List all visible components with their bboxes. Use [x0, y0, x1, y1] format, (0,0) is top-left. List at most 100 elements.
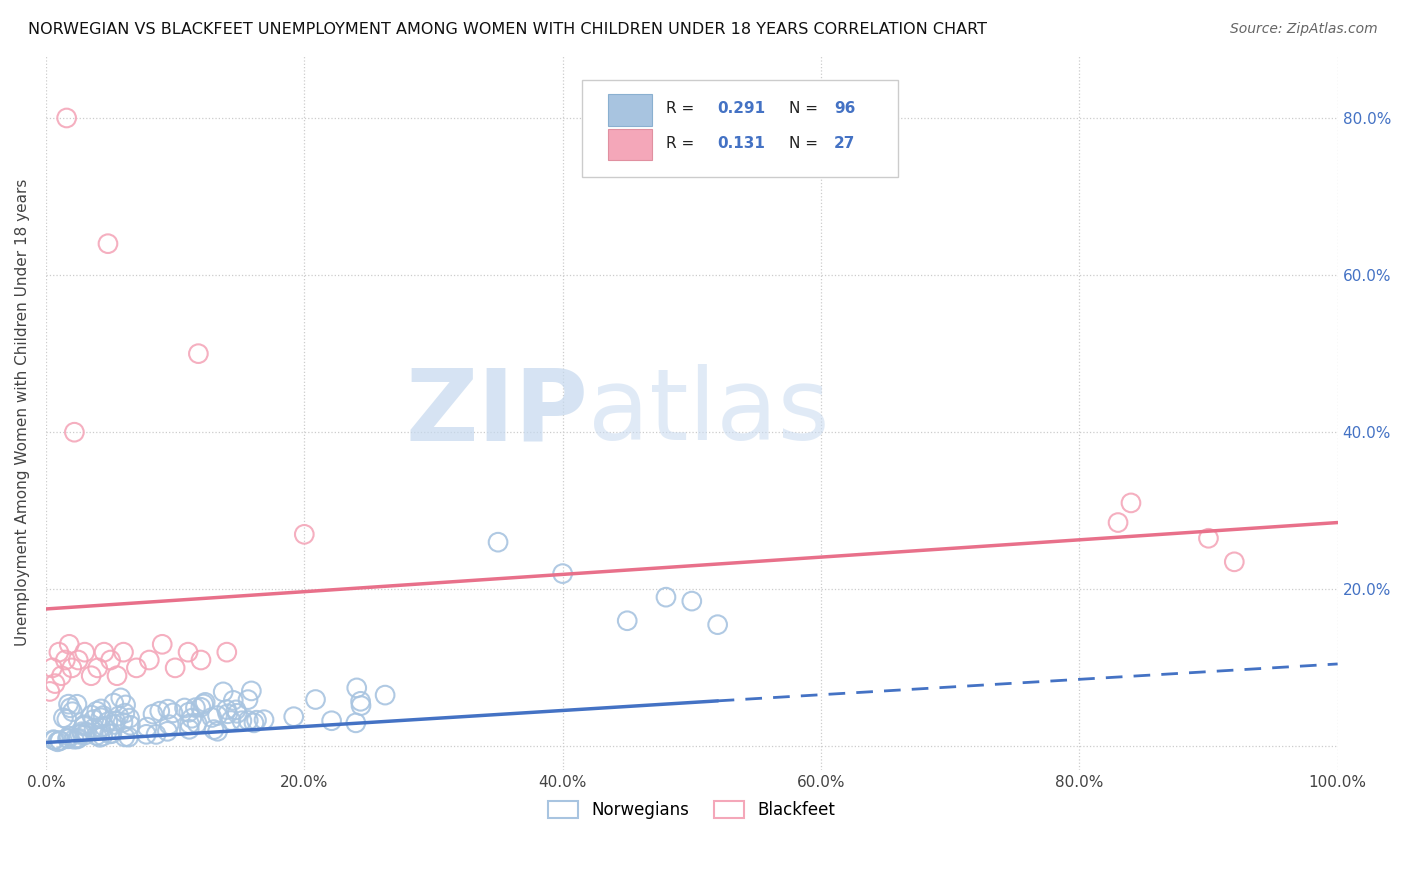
Text: R =: R = — [666, 102, 695, 116]
Point — [193, 697, 215, 711]
Point — [111, 715, 134, 730]
Point — [90, 711, 112, 725]
Point — [58, 697, 80, 711]
Point — [149, 704, 172, 718]
Point — [93, 720, 115, 734]
Point — [145, 727, 167, 741]
Point — [60, 661, 83, 675]
Point — [117, 730, 139, 744]
Point — [179, 723, 201, 737]
Point — [177, 645, 200, 659]
Point — [194, 695, 217, 709]
Point — [226, 706, 249, 721]
Point — [173, 701, 195, 715]
Point — [350, 698, 373, 713]
Point — [70, 726, 93, 740]
Point — [76, 725, 98, 739]
Point — [1119, 496, 1142, 510]
Point — [100, 653, 122, 667]
Point — [231, 714, 253, 728]
Point — [118, 711, 141, 725]
Point — [120, 718, 142, 732]
Text: NORWEGIAN VS BLACKFEET UNEMPLOYMENT AMONG WOMEN WITH CHILDREN UNDER 18 YEARS COR: NORWEGIAN VS BLACKFEET UNEMPLOYMENT AMON… — [28, 22, 987, 37]
Point — [69, 727, 91, 741]
Point — [138, 653, 160, 667]
Point — [349, 694, 371, 708]
Point — [219, 714, 242, 728]
Text: R =: R = — [666, 136, 695, 151]
Point — [58, 729, 80, 743]
Point — [86, 704, 108, 718]
Point — [56, 731, 79, 746]
FancyBboxPatch shape — [607, 128, 652, 161]
Point — [616, 614, 638, 628]
Point — [179, 716, 201, 731]
Point — [283, 709, 305, 723]
Point — [243, 715, 266, 730]
Point — [292, 527, 315, 541]
Text: ZIP: ZIP — [405, 364, 589, 461]
Text: N =: N = — [789, 102, 818, 116]
Text: 96: 96 — [834, 102, 855, 116]
Text: Source: ZipAtlas.com: Source: ZipAtlas.com — [1230, 22, 1378, 37]
Point — [135, 727, 157, 741]
Point — [80, 669, 103, 683]
Point — [97, 236, 120, 251]
Legend: Norwegians, Blackfeet: Norwegians, Blackfeet — [541, 795, 842, 826]
Point — [44, 676, 66, 690]
Point — [225, 703, 247, 717]
Point — [245, 713, 267, 727]
Point — [156, 702, 179, 716]
Point — [80, 708, 103, 723]
Point — [1223, 555, 1246, 569]
Point — [162, 706, 184, 720]
Point — [112, 645, 135, 659]
Point — [86, 729, 108, 743]
Point — [91, 708, 114, 723]
Point — [187, 346, 209, 360]
Point — [56, 712, 79, 726]
Point — [90, 721, 112, 735]
Point — [157, 717, 180, 731]
Point — [240, 684, 263, 698]
Point — [142, 707, 165, 722]
Text: atlas: atlas — [589, 364, 830, 461]
Point — [344, 715, 367, 730]
Point — [56, 731, 79, 746]
Point — [73, 719, 96, 733]
Point — [156, 724, 179, 739]
Point — [222, 693, 245, 707]
Point — [46, 735, 69, 749]
Point — [62, 705, 84, 719]
Point — [215, 645, 238, 659]
FancyBboxPatch shape — [582, 80, 898, 177]
Point — [101, 726, 124, 740]
Point — [150, 637, 173, 651]
Point — [374, 688, 396, 702]
Point — [486, 535, 509, 549]
Point — [105, 669, 128, 683]
Point — [63, 425, 86, 440]
Point — [58, 637, 80, 651]
Point — [346, 681, 368, 695]
Point — [52, 711, 75, 725]
Point — [44, 733, 66, 747]
Point — [98, 727, 121, 741]
Point — [53, 653, 76, 667]
Text: 0.291: 0.291 — [717, 102, 766, 116]
Point — [73, 717, 96, 731]
Point — [93, 645, 115, 659]
Point — [136, 720, 159, 734]
Point — [90, 702, 112, 716]
Point — [86, 661, 108, 675]
Point — [655, 590, 678, 604]
Text: 27: 27 — [834, 136, 855, 151]
Point — [207, 724, 229, 739]
Point — [38, 684, 60, 698]
Point — [73, 645, 96, 659]
Point — [212, 685, 235, 699]
FancyBboxPatch shape — [607, 95, 652, 126]
Point — [165, 661, 187, 675]
Point — [180, 711, 202, 725]
Point — [190, 700, 212, 714]
